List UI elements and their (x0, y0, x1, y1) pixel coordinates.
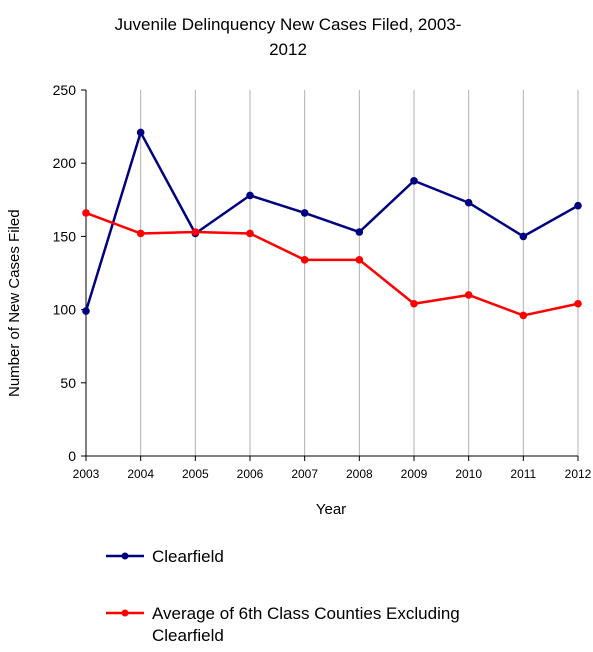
point-clearfield-2009 (410, 176, 418, 185)
x-tick-label-2012: 2012 (565, 467, 592, 481)
x-tick-label-2005: 2005 (182, 467, 209, 481)
legend-item-average: Average of 6th Class Counties Excluding … (106, 604, 460, 645)
series-line-average (85, 211, 579, 317)
legend-label-clearfield: Clearfield (152, 547, 224, 566)
y-tick-label-200: 200 (53, 155, 77, 171)
point-clearfield-2003 (82, 307, 90, 315)
x-tick-label-2011: 2011 (510, 467, 536, 481)
chart-title-line-2: 2012 (269, 40, 307, 59)
point-average-2006 (246, 229, 254, 238)
x-tick-label-2008: 2008 (346, 467, 373, 481)
point-average-2003 (82, 209, 90, 217)
point-clearfield-2004 (136, 128, 145, 137)
point-average-2008 (355, 256, 364, 264)
x-ticks: 2003 2004 2005 2006 2007 2008 2009 2010 2011 2012 (73, 456, 592, 481)
legend-label-average-line-1: Average of 6th Class Counties Excluding (152, 604, 460, 623)
y-axis-label: Number of New Cases Filed (6, 209, 23, 397)
legend: Clearfield Average of 6th Class Counties… (106, 547, 460, 645)
x-tick-label-2009: 2009 (401, 467, 428, 481)
point-clearfield-2007 (300, 209, 309, 217)
plot-area: 0 50 100 150 200 250 2003 2004 2005 2006 2007 2008… (53, 82, 592, 481)
point-average-2007 (300, 256, 309, 264)
y-tick-label-150: 150 (53, 228, 77, 244)
y-tick-label-250: 250 (53, 82, 77, 98)
point-clearfield-2011 (519, 232, 528, 241)
point-average-2009 (410, 299, 418, 308)
chart-title-line-1: Juvenile Delinquency New Cases Filed, 20… (115, 15, 462, 34)
x-axis-label: Year (316, 501, 346, 518)
point-average-2012 (574, 299, 582, 308)
point-average-2011 (519, 311, 528, 320)
y-tick-label-100: 100 (53, 302, 77, 318)
series-line-clearfield (84, 131, 579, 312)
x-tick-label-2003: 2003 (73, 467, 100, 481)
point-average-2010 (464, 291, 473, 299)
point-average-2004 (136, 229, 145, 238)
x-tick-label-2006: 2006 (237, 467, 264, 481)
legend-marker-clearfield (121, 552, 129, 560)
point-clearfield-2006 (246, 191, 254, 200)
point-average-2005 (191, 228, 200, 236)
legend-label-average-line-2: Clearfield (152, 626, 224, 645)
legend-item-clearfield: Clearfield (106, 547, 224, 566)
y-tick-label-0: 0 (68, 448, 76, 464)
point-clearfield-2010 (464, 198, 473, 207)
point-clearfield-2012 (574, 201, 582, 210)
x-tick-label-2010: 2010 (455, 467, 482, 481)
y-ticks: 0 50 100 150 200 250 (53, 82, 86, 464)
point-clearfield-2008 (355, 228, 364, 236)
grid-lines (140, 90, 579, 456)
x-tick-label-2004: 2004 (127, 467, 154, 481)
x-tick-label-2007: 2007 (291, 467, 318, 481)
y-tick-label-50: 50 (60, 375, 76, 391)
legend-marker-average (121, 609, 129, 617)
series-layer (82, 128, 582, 320)
